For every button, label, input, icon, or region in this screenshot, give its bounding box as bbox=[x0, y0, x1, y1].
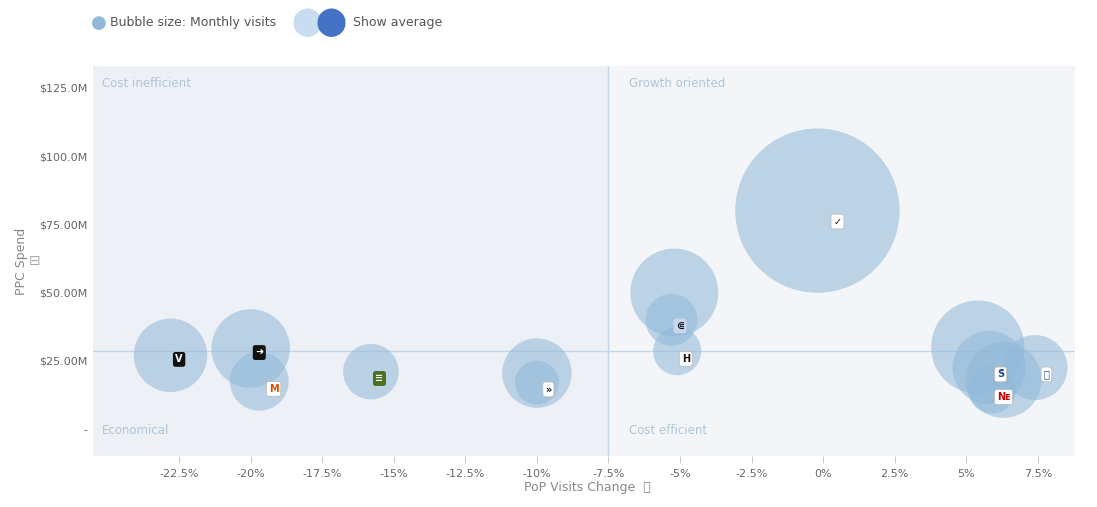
Text: H: H bbox=[681, 354, 690, 364]
Point bbox=[663, 316, 680, 324]
Text: Ⓣ: Ⓣ bbox=[1043, 370, 1050, 379]
Y-axis label: PPC Spend: PPC Spend bbox=[15, 228, 29, 295]
Point bbox=[666, 288, 683, 297]
Text: Show average: Show average bbox=[353, 16, 442, 29]
Point bbox=[250, 377, 268, 385]
Text: »: » bbox=[545, 384, 552, 394]
Point bbox=[668, 347, 686, 355]
Point bbox=[808, 206, 826, 214]
Text: Economical: Economical bbox=[102, 424, 169, 437]
Point bbox=[995, 376, 1013, 384]
Text: V: V bbox=[176, 354, 183, 365]
Text: ✓: ✓ bbox=[834, 216, 841, 227]
Bar bbox=[609, 66, 1075, 456]
Bar bbox=[93, 66, 609, 456]
Point bbox=[969, 343, 986, 351]
Text: M: M bbox=[269, 384, 279, 394]
Text: ≡: ≡ bbox=[375, 374, 384, 383]
Point bbox=[981, 364, 998, 372]
Text: ⬤: ⬤ bbox=[316, 9, 347, 37]
Text: Growth oriented: Growth oriented bbox=[629, 77, 725, 90]
Text: Cost efficient: Cost efficient bbox=[629, 424, 706, 437]
Text: ⋐: ⋐ bbox=[676, 321, 685, 331]
Text: S⃗: S⃗ bbox=[997, 370, 1004, 379]
Point bbox=[161, 351, 179, 359]
Point bbox=[528, 379, 545, 387]
Point bbox=[362, 368, 380, 376]
Point bbox=[528, 369, 545, 377]
Text: Cost inefficient: Cost inefficient bbox=[102, 77, 191, 90]
Point bbox=[242, 344, 260, 352]
Text: ●: ● bbox=[91, 14, 106, 32]
Text: ⬤: ⬤ bbox=[292, 9, 323, 37]
Text: PoP Visits Change  ⓘ: PoP Visits Change ⓘ bbox=[523, 481, 651, 494]
Text: Nᴇ: Nᴇ bbox=[997, 392, 1010, 402]
Text: ⊟: ⊟ bbox=[29, 254, 41, 268]
Text: ➜: ➜ bbox=[256, 348, 263, 357]
Point bbox=[1026, 364, 1043, 372]
Point bbox=[983, 385, 1000, 393]
Text: Bubble size: Monthly visits: Bubble size: Monthly visits bbox=[110, 16, 275, 29]
